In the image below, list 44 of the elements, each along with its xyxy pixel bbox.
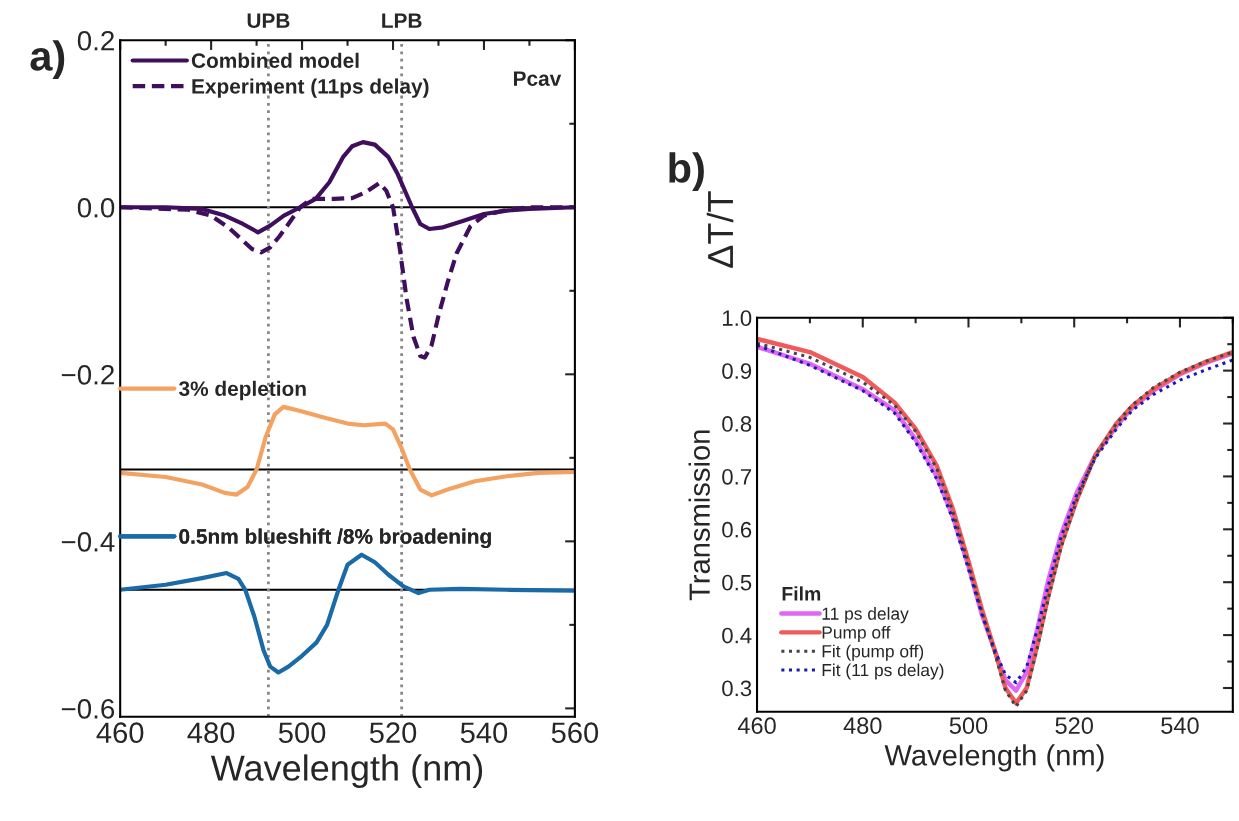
text: b) [669,152,704,192]
x-tick-label: 460 [737,717,776,735]
y-axis-title: ΔT/T [706,191,734,268]
y-tick-label: 0.7 [722,468,752,485]
y-tick-label: −0.4 [61,532,115,552]
ref-line-label: UPB [247,13,290,28]
x-tick-label: 540 [460,722,508,744]
y-tick-label: −0.6 [61,699,115,719]
x-tick-label: 540 [1161,717,1199,735]
line-series [120,552,575,675]
ref-line-label: LPB [382,13,422,28]
legend-label: 0.5nm blueshift /8% broadening [179,528,491,549]
y-tick-label: 0.5 [722,574,752,591]
y-tick-label: 1.0 [722,310,752,326]
x-axis-title: Wavelength (nm) [210,754,483,788]
x-tick-label: 500 [949,717,988,735]
y-axis-title: Transmission [688,430,710,601]
y-tick-label: 0.8 [722,416,752,432]
legend-label: 11 ps delay [822,607,909,624]
x-tick-label: 520 [369,722,417,744]
line-series [120,404,575,498]
x-tick-label: 560 [551,722,599,744]
x-axis-title: Wavelength (nm) [884,744,1104,772]
x-tick-label: 520 [1055,717,1093,735]
y-tick-label: 0.0 [77,197,115,218]
text: a) [30,40,65,80]
y-tick-label: 0.4 [722,627,752,644]
legend-label: Fit (pump off) [822,644,924,661]
y-tick-label: −0.2 [61,364,114,385]
legend-label: Pump off [822,625,891,643]
legend-title: Film [782,586,821,601]
x-tick-label: 480 [843,717,882,735]
y-tick-label: 0.2 [77,30,114,51]
y-tick-label: 0.3 [722,680,752,697]
annotation: Pcav [514,71,562,86]
legend-label: Combined model [191,52,359,69]
legend-label: Experiment (11ps delay) [192,78,429,98]
y-tick-label: 0.6 [722,521,752,538]
y-tick-label: 0.9 [722,363,752,379]
legend-label: Fit (11 ps delay) [822,663,944,680]
x-tick-label: 460 [96,722,144,744]
legend-label: 3% depletion [178,380,306,401]
x-tick-label: 480 [187,722,235,744]
x-tick-label: 500 [278,722,326,744]
